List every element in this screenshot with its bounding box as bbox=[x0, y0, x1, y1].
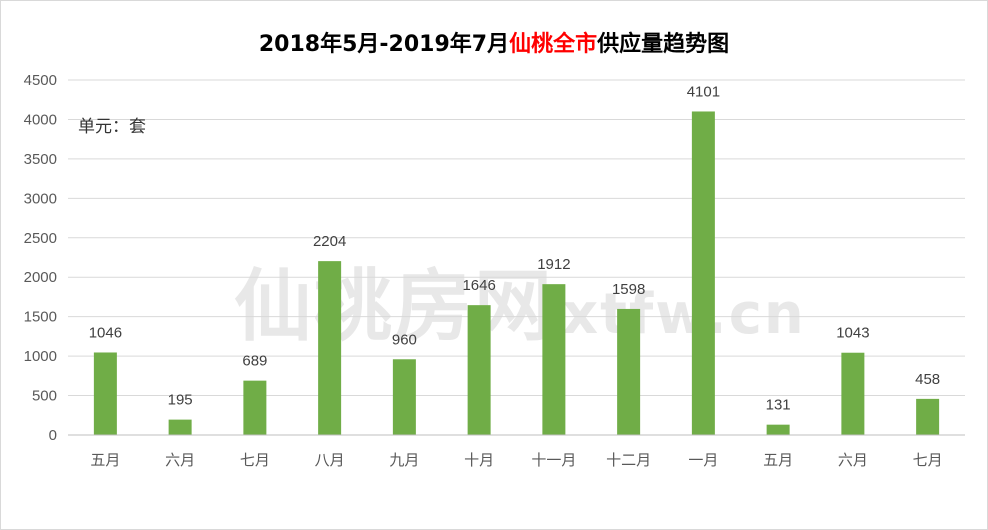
y-tick-label: 0 bbox=[49, 427, 57, 444]
watermark-en: xtfw.cn bbox=[562, 282, 806, 347]
x-tick-label: 五月 bbox=[90, 451, 120, 469]
y-tick-label: 500 bbox=[32, 388, 57, 405]
data-label: 1598 bbox=[612, 281, 645, 298]
y-tick-label: 3500 bbox=[24, 151, 57, 168]
x-tick-label: 十二月 bbox=[606, 451, 651, 469]
data-label: 195 bbox=[168, 392, 193, 409]
bar bbox=[542, 284, 566, 435]
title-subject: 供应量趋势图 bbox=[597, 32, 730, 57]
x-tick-label: 六月 bbox=[838, 451, 868, 469]
bar bbox=[392, 359, 416, 435]
bar bbox=[691, 111, 715, 435]
bar bbox=[916, 398, 940, 435]
data-label: 1646 bbox=[462, 277, 495, 294]
unit-label: 单元：套 bbox=[78, 117, 146, 137]
data-label: 1912 bbox=[537, 256, 570, 273]
x-axis: 五月 六月 七月 八月 九月 十月 十一月 十二月 一月 五月 六月 七月 bbox=[68, 434, 965, 469]
x-tick-label: 六月 bbox=[165, 451, 195, 469]
y-tick-label: 4500 bbox=[24, 72, 57, 89]
x-tick-label: 一月 bbox=[688, 451, 718, 469]
x-tick-label: 七月 bbox=[913, 451, 943, 469]
title-period: 2018年5月-2019年7月 bbox=[258, 32, 510, 57]
data-label: 131 bbox=[766, 397, 791, 414]
data-label: 1046 bbox=[89, 324, 122, 341]
bar bbox=[617, 308, 641, 435]
x-tick-label: 十一月 bbox=[531, 451, 576, 469]
data-label: 960 bbox=[392, 331, 417, 348]
bar bbox=[168, 419, 192, 435]
data-label: 4101 bbox=[687, 83, 720, 100]
data-labels: 1046 195 689 2204 960 1646 1912 1598 4101 131 1043… bbox=[89, 83, 940, 413]
bar bbox=[243, 380, 267, 435]
bar bbox=[93, 352, 117, 435]
x-tick-label: 九月 bbox=[389, 451, 419, 469]
bar bbox=[318, 261, 342, 435]
data-label: 1043 bbox=[836, 325, 869, 342]
x-tick-label: 八月 bbox=[315, 451, 345, 469]
x-tick-label: 五月 bbox=[763, 451, 793, 469]
bar bbox=[467, 305, 491, 435]
y-tick-label: 2500 bbox=[24, 230, 57, 247]
data-label: 458 bbox=[915, 371, 940, 388]
bar bbox=[841, 352, 865, 435]
bar bbox=[766, 424, 790, 435]
y-axis: 0 500 1000 1500 2000 2500 3000 3500 4000 4500 bbox=[24, 72, 57, 444]
y-tick-label: 4000 bbox=[24, 111, 57, 128]
bars bbox=[93, 111, 940, 435]
x-tick-label: 十月 bbox=[464, 451, 494, 469]
chart-title: 2018年5月-2019年7月仙桃全市供应量趋势图 bbox=[0, 26, 988, 58]
data-label: 2204 bbox=[313, 233, 346, 250]
y-tick-label: 2000 bbox=[24, 269, 57, 286]
y-tick-label: 3000 bbox=[24, 190, 57, 207]
title-region: 仙桃全市 bbox=[509, 32, 598, 57]
gridlines bbox=[68, 79, 965, 397]
y-tick-label: 1000 bbox=[24, 348, 57, 365]
x-tick-label: 七月 bbox=[240, 451, 270, 469]
data-label: 689 bbox=[242, 353, 267, 370]
y-tick-label: 1500 bbox=[24, 309, 57, 326]
